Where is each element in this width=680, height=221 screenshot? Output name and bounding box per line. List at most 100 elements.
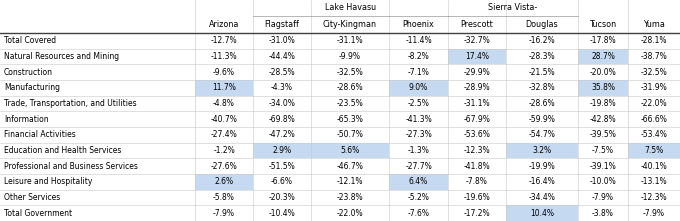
Text: -7.5%: -7.5% — [592, 146, 614, 155]
Bar — [253, 205, 311, 221]
Text: 7.5%: 7.5% — [645, 146, 664, 155]
Text: -53.4%: -53.4% — [641, 130, 668, 139]
Text: -47.2%: -47.2% — [269, 130, 295, 139]
Bar — [448, 96, 506, 111]
Bar — [253, 33, 311, 49]
Bar — [448, 143, 506, 158]
Bar — [253, 80, 311, 96]
Text: -16.2%: -16.2% — [528, 36, 556, 45]
Bar — [253, 174, 311, 190]
Text: -28.9%: -28.9% — [464, 83, 490, 92]
Bar — [195, 111, 253, 127]
Bar — [628, 64, 680, 80]
Text: Other Services: Other Services — [4, 193, 61, 202]
Bar — [311, 205, 389, 221]
Text: -31.0%: -31.0% — [269, 36, 295, 45]
Text: Lake Havasu: Lake Havasu — [325, 4, 376, 13]
Bar — [389, 64, 448, 80]
Text: -11.3%: -11.3% — [211, 52, 237, 61]
Bar — [448, 64, 506, 80]
Text: -39.1%: -39.1% — [590, 162, 616, 171]
Bar — [311, 80, 389, 96]
Bar — [311, 143, 389, 158]
Text: 28.7%: 28.7% — [591, 52, 615, 61]
Text: -28.1%: -28.1% — [641, 36, 667, 45]
Text: -67.9%: -67.9% — [464, 115, 490, 124]
Text: Natural Resources and Mining: Natural Resources and Mining — [4, 52, 119, 61]
Text: -7.6%: -7.6% — [407, 209, 430, 218]
Bar — [195, 190, 253, 205]
Text: -65.3%: -65.3% — [337, 115, 363, 124]
Text: Sierra Vista-: Sierra Vista- — [488, 4, 538, 13]
Text: -66.6%: -66.6% — [641, 115, 668, 124]
Bar — [389, 205, 448, 221]
Bar — [195, 174, 253, 190]
Text: -4.3%: -4.3% — [271, 83, 293, 92]
Text: -28.6%: -28.6% — [337, 83, 363, 92]
Bar — [578, 111, 628, 127]
Bar — [195, 205, 253, 221]
Bar — [628, 158, 680, 174]
Text: -1.2%: -1.2% — [213, 146, 235, 155]
Text: -32.8%: -32.8% — [528, 83, 556, 92]
Bar — [311, 127, 389, 143]
Text: -12.7%: -12.7% — [211, 36, 237, 45]
Text: -41.8%: -41.8% — [464, 162, 490, 171]
Text: 2.6%: 2.6% — [214, 177, 233, 186]
Text: -31.9%: -31.9% — [641, 83, 667, 92]
Bar — [311, 49, 389, 64]
Text: -7.8%: -7.8% — [466, 177, 488, 186]
Bar — [506, 174, 578, 190]
Bar — [195, 158, 253, 174]
Bar — [448, 33, 506, 49]
Text: -8.2%: -8.2% — [407, 52, 429, 61]
Bar — [506, 49, 578, 64]
Bar — [195, 127, 253, 143]
Bar — [628, 111, 680, 127]
Bar — [506, 205, 578, 221]
Bar — [311, 111, 389, 127]
Text: -31.1%: -31.1% — [464, 99, 490, 108]
Text: -22.0%: -22.0% — [337, 209, 363, 218]
Text: -31.1%: -31.1% — [337, 36, 363, 45]
Text: -10.0%: -10.0% — [590, 177, 616, 186]
Bar — [311, 190, 389, 205]
Text: -17.2%: -17.2% — [464, 209, 490, 218]
Text: Arizona: Arizona — [209, 20, 239, 29]
Bar — [389, 33, 448, 49]
Text: Yuma: Yuma — [643, 20, 665, 29]
Text: -39.5%: -39.5% — [590, 130, 617, 139]
Text: -5.2%: -5.2% — [407, 193, 430, 202]
Text: -6.6%: -6.6% — [271, 177, 293, 186]
Bar — [448, 127, 506, 143]
Bar — [506, 111, 578, 127]
Bar — [448, 158, 506, 174]
Text: -44.4%: -44.4% — [269, 52, 295, 61]
Text: -7.9%: -7.9% — [643, 209, 665, 218]
Bar — [578, 205, 628, 221]
Text: -41.3%: -41.3% — [405, 115, 432, 124]
Bar — [506, 33, 578, 49]
Text: -23.5%: -23.5% — [337, 99, 363, 108]
Bar — [506, 96, 578, 111]
Text: Construction: Construction — [4, 68, 53, 77]
Text: -17.8%: -17.8% — [590, 36, 616, 45]
Text: 3.2%: 3.2% — [532, 146, 551, 155]
Bar — [578, 33, 628, 49]
Text: Prescott: Prescott — [460, 20, 494, 29]
Bar — [578, 143, 628, 158]
Text: -4.8%: -4.8% — [213, 99, 235, 108]
Bar — [253, 127, 311, 143]
Text: -20.3%: -20.3% — [269, 193, 295, 202]
Bar — [506, 64, 578, 80]
Text: -9.6%: -9.6% — [213, 68, 235, 77]
Text: Douglas: Douglas — [526, 20, 558, 29]
Bar — [311, 174, 389, 190]
Bar — [311, 64, 389, 80]
Bar — [506, 190, 578, 205]
Text: -10.4%: -10.4% — [269, 209, 295, 218]
Bar — [389, 96, 448, 111]
Bar — [448, 49, 506, 64]
Bar — [506, 80, 578, 96]
Text: -27.6%: -27.6% — [211, 162, 237, 171]
